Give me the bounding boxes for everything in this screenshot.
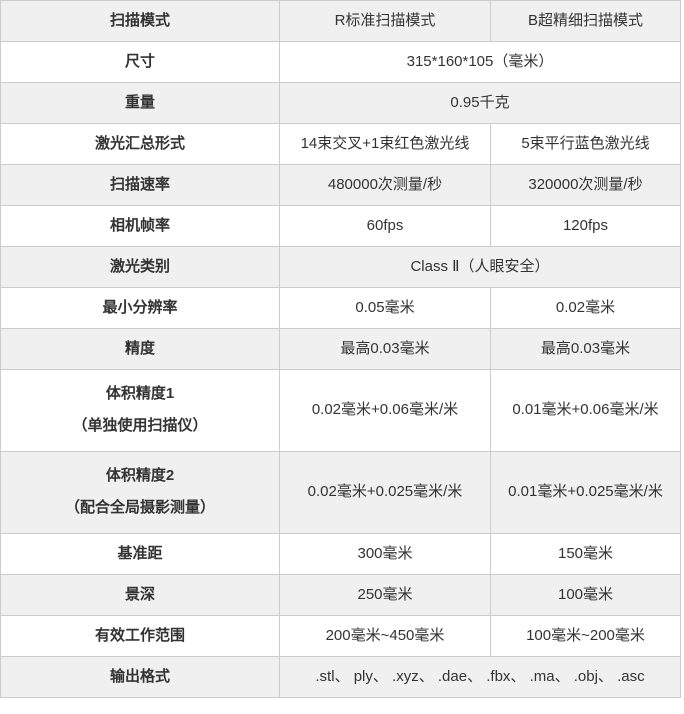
row-laser-class: 激光类别 Class Ⅱ（人眼安全） bbox=[0, 246, 681, 288]
spec-value-fine: 150毫米 bbox=[490, 533, 681, 575]
row-weight: 重量 0.95千克 bbox=[0, 82, 681, 124]
spec-value-fine: 100毫米~200毫米 bbox=[490, 615, 681, 657]
row-scan-rate: 扫描速率 480000次测量/秒 320000次测量/秒 bbox=[0, 164, 681, 206]
row-volumetric-accuracy-1: 体积精度1 （单独使用扫描仪） 0.02毫米+0.06毫米/米 0.01毫米+0… bbox=[0, 369, 681, 452]
spec-value-fine: 5束平行蓝色激光线 bbox=[490, 123, 681, 165]
spec-label-line1: 体积精度2 bbox=[105, 467, 175, 485]
spec-value-fine: 100毫米 bbox=[490, 574, 681, 616]
spec-value-standard: 200毫米~450毫米 bbox=[279, 615, 491, 657]
spec-value-standard: 14束交叉+1束红色激光线 bbox=[279, 123, 491, 165]
spec-label: 体积精度1 （单独使用扫描仪） bbox=[0, 369, 280, 452]
row-depth-of-field: 景深 250毫米 100毫米 bbox=[0, 574, 681, 616]
spec-value-standard: 0.05毫米 bbox=[279, 287, 491, 329]
spec-value-standard: 250毫米 bbox=[279, 574, 491, 616]
row-min-resolution: 最小分辨率 0.05毫米 0.02毫米 bbox=[0, 287, 681, 329]
spec-value-merged: .stl、 ply、 .xyz、 .dae、 .fbx、 .ma、 .obj、 … bbox=[279, 656, 681, 698]
spec-label: 扫描模式 bbox=[0, 0, 280, 42]
row-camera-fps: 相机帧率 60fps 120fps bbox=[0, 205, 681, 247]
spec-value-fine: B超精细扫描模式 bbox=[490, 0, 681, 42]
spec-label-line1: 体积精度1 bbox=[105, 385, 175, 403]
row-volumetric-accuracy-2: 体积精度2 （配合全局摄影测量） 0.02毫米+0.025毫米/米 0.01毫米… bbox=[0, 451, 681, 534]
spec-value-standard: 480000次测量/秒 bbox=[279, 164, 491, 206]
spec-label: 重量 bbox=[0, 82, 280, 124]
row-scan-mode: 扫描模式 R标准扫描模式 B超精细扫描模式 bbox=[0, 0, 681, 42]
spec-value-standard: 300毫米 bbox=[279, 533, 491, 575]
spec-label: 最小分辨率 bbox=[0, 287, 280, 329]
spec-value-fine: 最高0.03毫米 bbox=[490, 328, 681, 370]
spec-value-merged: 0.95千克 bbox=[279, 82, 681, 124]
spec-value-standard: 60fps bbox=[279, 205, 491, 247]
spec-label: 激光类别 bbox=[0, 246, 280, 288]
row-working-range: 有效工作范围 200毫米~450毫米 100毫米~200毫米 bbox=[0, 615, 681, 657]
spec-value-fine: 0.01毫米+0.06毫米/米 bbox=[490, 369, 681, 452]
spec-label: 尺寸 bbox=[0, 41, 280, 83]
row-laser-form: 激光汇总形式 14束交叉+1束红色激光线 5束平行蓝色激光线 bbox=[0, 123, 681, 165]
spec-label: 景深 bbox=[0, 574, 280, 616]
spec-label: 基准距 bbox=[0, 533, 280, 575]
spec-label-line2: （配合全局摄影测量） bbox=[64, 499, 215, 516]
spec-value-standard: 0.02毫米+0.025毫米/米 bbox=[279, 451, 491, 534]
spec-value-standard: R标准扫描模式 bbox=[279, 0, 491, 42]
spec-label: 扫描速率 bbox=[0, 164, 280, 206]
spec-label: 体积精度2 （配合全局摄影测量） bbox=[0, 451, 280, 534]
spec-value-standard: 最高0.03毫米 bbox=[279, 328, 491, 370]
spec-label: 相机帧率 bbox=[0, 205, 280, 247]
spec-label: 输出格式 bbox=[0, 656, 280, 698]
spec-label: 精度 bbox=[0, 328, 280, 370]
row-output-formats: 输出格式 .stl、 ply、 .xyz、 .dae、 .fbx、 .ma、 .… bbox=[0, 656, 681, 698]
spec-value-merged: Class Ⅱ（人眼安全） bbox=[279, 246, 681, 288]
scanner-spec-table: 扫描模式 R标准扫描模式 B超精细扫描模式 尺寸 315*160*105（毫米）… bbox=[0, 0, 681, 698]
spec-label-line2: （单独使用扫描仪） bbox=[72, 417, 208, 434]
spec-label: 有效工作范围 bbox=[0, 615, 280, 657]
spec-value-fine: 0.02毫米 bbox=[490, 287, 681, 329]
row-base-distance: 基准距 300毫米 150毫米 bbox=[0, 533, 681, 575]
spec-label: 激光汇总形式 bbox=[0, 123, 280, 165]
row-accuracy: 精度 最高0.03毫米 最高0.03毫米 bbox=[0, 328, 681, 370]
spec-value-merged: 315*160*105（毫米） bbox=[279, 41, 681, 83]
spec-value-fine: 320000次测量/秒 bbox=[490, 164, 681, 206]
spec-value-standard: 0.02毫米+0.06毫米/米 bbox=[279, 369, 491, 452]
row-dimensions: 尺寸 315*160*105（毫米） bbox=[0, 41, 681, 83]
spec-value-fine: 120fps bbox=[490, 205, 681, 247]
spec-value-fine: 0.01毫米+0.025毫米/米 bbox=[490, 451, 681, 534]
